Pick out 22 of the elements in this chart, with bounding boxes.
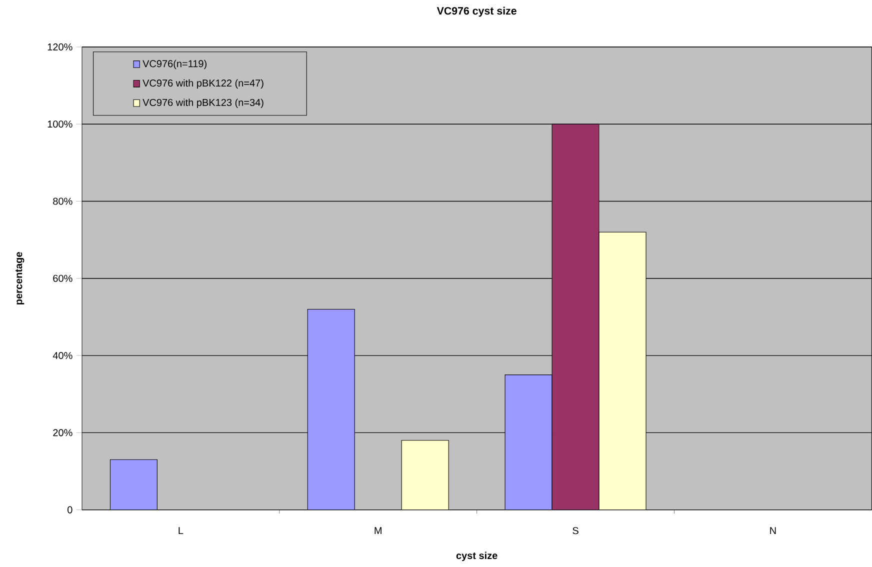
legend-label: VC976 with pBK122 (n=47) (142, 79, 264, 89)
legend-label: VC976 with pBK123 (n=34) (142, 98, 264, 108)
legend-label: VC976(n=119) (142, 60, 206, 70)
x-tick-label: S (572, 527, 578, 534)
bar (401, 440, 449, 510)
x-tick-label: L (178, 527, 184, 534)
y-tick-label: 100% (48, 120, 72, 128)
y-tick-label: 40% (52, 352, 72, 360)
x-tick-label: M (374, 527, 382, 534)
y-tick-label: 60% (53, 274, 72, 282)
y-tick-label: 120% (48, 44, 72, 51)
x-tick-label: N (770, 527, 776, 534)
bar (504, 374, 552, 510)
x-axis-title: cyst size (456, 552, 498, 562)
y-tick-label: 0 (68, 506, 72, 514)
chart-title: VC976 cyst size (436, 6, 516, 17)
y-axis-title: percentage (16, 252, 24, 304)
y-tick-label: 80% (53, 198, 72, 205)
bar (110, 460, 158, 510)
y-tick-label: 20% (53, 429, 72, 436)
bar (598, 232, 646, 510)
bar (307, 309, 355, 510)
